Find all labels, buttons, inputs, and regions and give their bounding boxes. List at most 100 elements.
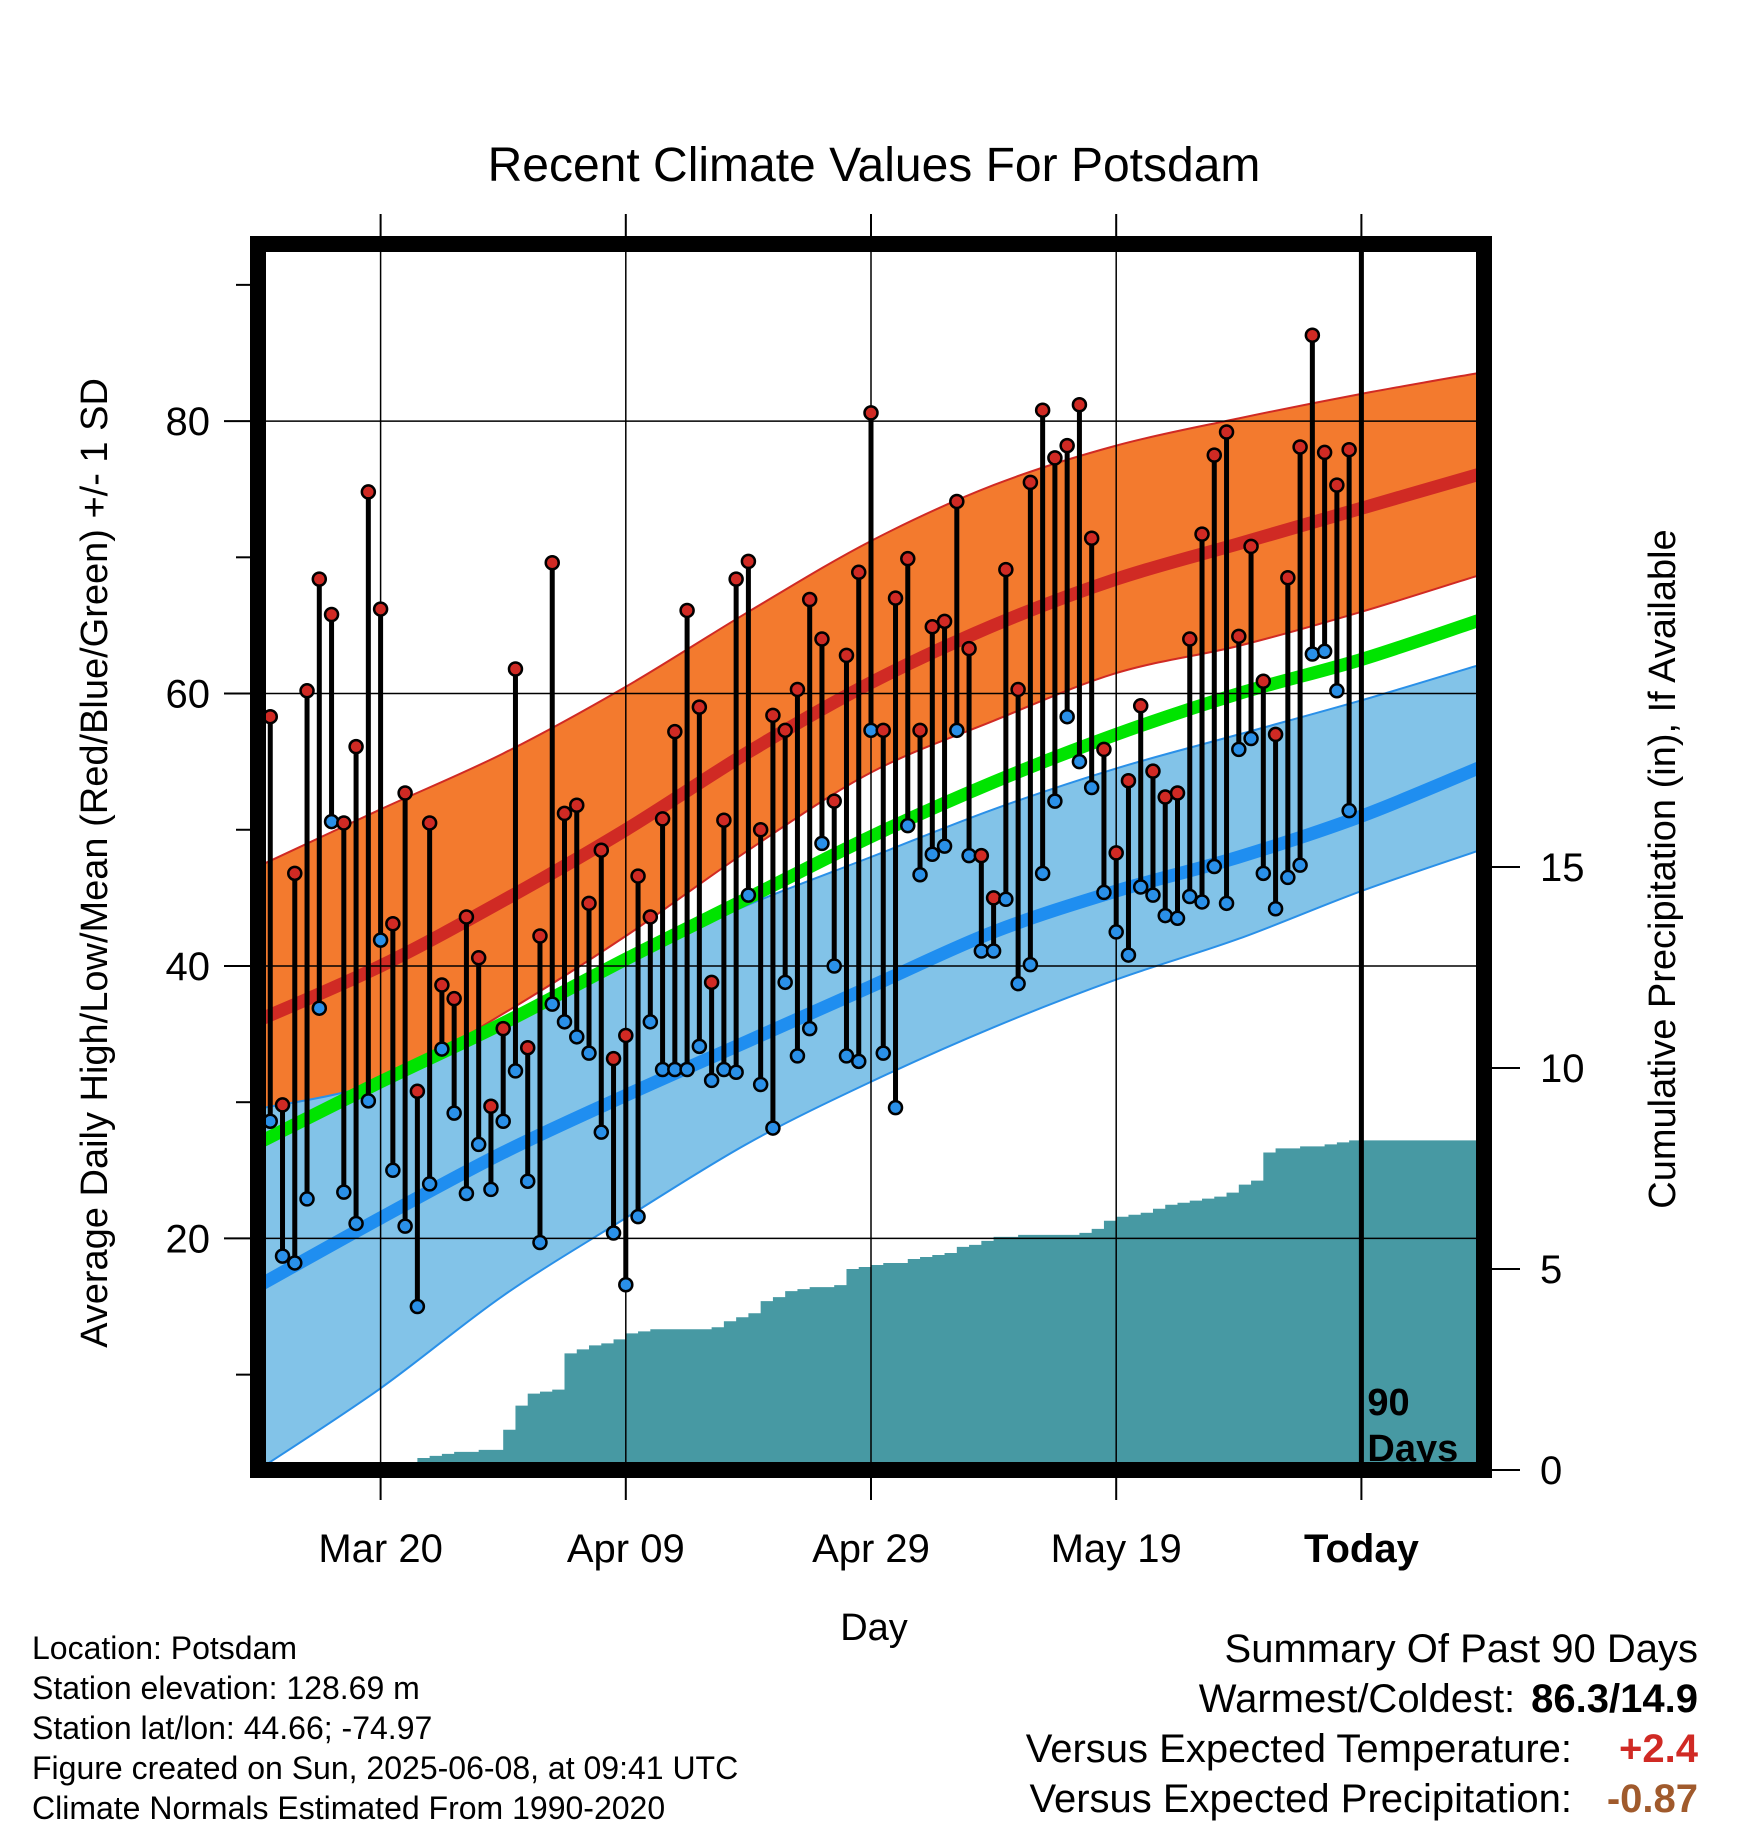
daily-high-point <box>1182 631 1198 647</box>
daily-low-point <box>1292 857 1308 873</box>
daily-low-point <box>458 1185 475 1202</box>
x-axis-label: Day <box>840 1607 908 1649</box>
y2-axis-label: Cumulative Precipitation (in), If Availa… <box>1642 529 1684 1208</box>
summary-panel: Summary Of Past 90 Days Warmest/Coldest:… <box>1026 1624 1698 1824</box>
daily-high-point <box>1341 441 1357 458</box>
daily-low-point <box>765 1120 781 1136</box>
daily-high-point <box>323 606 340 623</box>
daily-high-point <box>1034 402 1051 418</box>
daily-high-point <box>1132 698 1149 714</box>
daily-low-point <box>1304 646 1321 662</box>
daily-low-point <box>1083 779 1100 796</box>
daily-low-point <box>1267 901 1284 917</box>
daily-high-point <box>311 571 328 587</box>
daily-high-point <box>691 699 708 715</box>
daily-low-point <box>519 1173 536 1189</box>
daily-high-point <box>1071 396 1088 413</box>
daily-high-point <box>397 785 413 801</box>
daily-low-point <box>311 1000 328 1016</box>
marker-label-line: 90 <box>1367 1382 1409 1424</box>
x-tick-label: May 19 <box>1051 1527 1182 1571</box>
daily-low-point <box>1010 975 1026 992</box>
y-tick-label: 80 <box>166 400 211 444</box>
daily-low-point <box>323 813 340 830</box>
daily-low-point <box>1132 879 1149 895</box>
elevation-text: Station elevation: 128.69 m <box>32 1670 420 1706</box>
daily-high-point <box>581 895 597 912</box>
daily-low-point <box>507 1063 524 1079</box>
daily-high-point <box>519 1039 536 1056</box>
precip-anomaly-label: Versus Expected Precipitation: <box>1029 1777 1572 1821</box>
daily-low-point <box>1194 894 1210 910</box>
daily-low-point <box>360 1093 377 1109</box>
daily-low-point <box>789 1048 806 1064</box>
daily-low-point <box>569 1029 585 1045</box>
daily-high-point <box>1108 845 1124 861</box>
summary-heading: Summary Of Past 90 Days <box>1224 1627 1698 1671</box>
daily-low-point <box>1059 708 1075 725</box>
daily-high-point <box>483 1098 499 1115</box>
daily-low-point <box>593 1124 610 1140</box>
daily-high-point <box>924 619 941 635</box>
daily-low-point <box>875 1045 892 1061</box>
daily-high-point <box>1243 538 1259 555</box>
daily-high-point <box>1010 681 1026 698</box>
daily-low-point <box>936 838 953 854</box>
y-axis-label: Average Daily High/Low/Mean (Red/Blue/Gr… <box>74 378 116 1348</box>
daily-high-point <box>372 601 389 617</box>
daily-high-point <box>777 722 793 739</box>
daily-high-point <box>752 822 769 838</box>
daily-low-point <box>998 891 1014 907</box>
daily-high-point <box>434 977 450 993</box>
daily-high-point <box>1059 437 1075 454</box>
y2-tick-label: 15 <box>1540 846 1585 890</box>
daily-low-point <box>752 1076 769 1093</box>
daily-low-point <box>912 866 928 883</box>
precip-anomaly-row: Versus Expected Precipitation: -0.87 <box>1026 1774 1698 1824</box>
daily-low-point <box>801 1020 818 1037</box>
daily-low-point <box>850 1053 867 1070</box>
daily-high-point <box>826 793 842 809</box>
daily-high-point <box>348 738 364 755</box>
plot-frame <box>250 236 1492 1478</box>
daily-low-point <box>1243 730 1259 747</box>
daily-high-point <box>1292 439 1308 455</box>
daily-low-point <box>900 817 916 834</box>
daily-high-point <box>728 571 744 587</box>
daily-high-point <box>667 723 683 740</box>
x-axis: Mar 20 Apr 09 Apr 29 May 19 Today <box>318 214 1420 1571</box>
daily-high-point <box>1267 726 1284 743</box>
daily-low-point <box>630 1208 646 1225</box>
daily-high-point <box>1304 327 1321 344</box>
y2-tick-label: 0 <box>1540 1449 1562 1493</box>
daily-high-point <box>1255 673 1272 690</box>
chart-title: Recent Climate Values For Potsdam <box>488 139 1261 192</box>
daily-low-point <box>470 1136 487 1153</box>
created-text: Figure created on Sun, 2025-06-08, at 09… <box>32 1750 739 1786</box>
daily-low-point <box>814 835 830 852</box>
daily-high-point <box>605 1050 622 1067</box>
daily-low-point <box>1280 869 1296 886</box>
daily-high-point <box>1218 424 1235 440</box>
daily-high-point <box>949 493 965 510</box>
daily-low-point <box>1341 802 1357 819</box>
daily-low-point <box>1329 683 1345 699</box>
daily-low-point <box>1206 858 1223 875</box>
daily-high-point <box>336 815 352 831</box>
latlon-text: Station lat/lon: 44.66; -74.97 <box>32 1710 433 1746</box>
daily-high-point <box>642 909 659 925</box>
daily-high-point <box>446 990 462 1007</box>
daily-high-point <box>765 707 781 724</box>
daily-low-point <box>1157 907 1173 924</box>
daily-low-point <box>838 1048 855 1064</box>
daily-high-point <box>679 602 695 619</box>
daily-low-point <box>556 1014 573 1030</box>
daily-low-point <box>1255 865 1272 882</box>
daily-high-point <box>1231 628 1247 645</box>
daily-low-point <box>716 1061 732 1078</box>
daily-high-point <box>1169 785 1186 801</box>
daily-low-point <box>728 1064 744 1080</box>
